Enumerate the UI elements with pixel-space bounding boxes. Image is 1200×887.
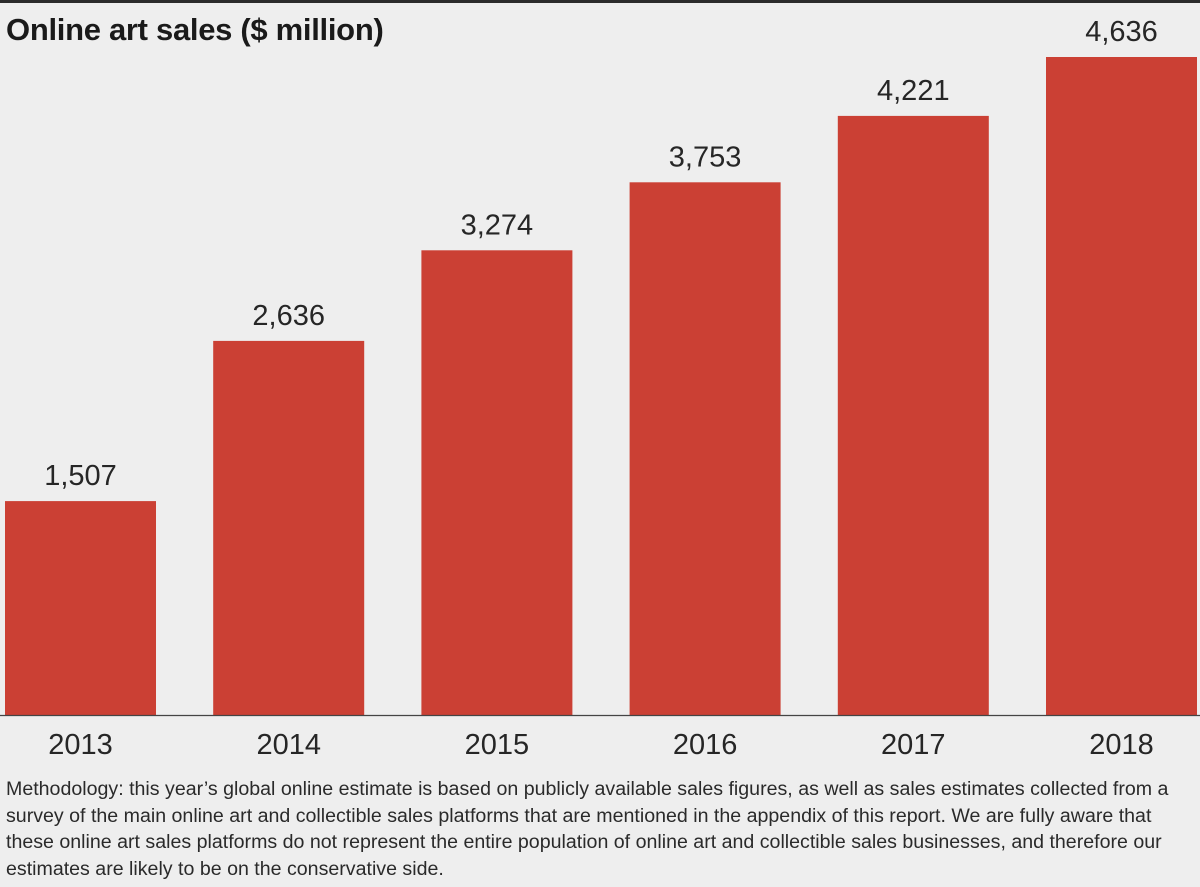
bar-2014 [213, 340, 365, 715]
top-rule [0, 0, 1200, 3]
x-tick-label-2017: 2017 [881, 729, 946, 761]
bar-2018 [1046, 57, 1197, 715]
chart-title: Online art sales ($ million) [6, 12, 384, 47]
bar-2015 [421, 250, 573, 716]
x-tick-label-2015: 2015 [465, 729, 530, 761]
methodology-note: Methodology: this year’s global online e… [6, 778, 1169, 880]
x-tick-label-2014: 2014 [256, 729, 321, 761]
x-tick-label-2018: 2018 [1089, 729, 1154, 761]
value-label-2013: 1,507 [44, 460, 117, 492]
value-label-2017: 4,221 [877, 75, 950, 107]
value-label-2014: 2,636 [252, 300, 325, 332]
value-label-2018: 4,636 [1085, 16, 1158, 48]
value-label-2016: 3,753 [669, 141, 742, 173]
x-tick-label-2016: 2016 [673, 729, 738, 761]
x-tick-label-2013: 2013 [48, 729, 113, 761]
bar-chart: 1,507 2013 2,636 2014 3,274 2015 3,753 2016 4,22… [0, 16, 1200, 761]
bar-2016 [629, 182, 781, 716]
value-label-2015: 3,274 [461, 209, 534, 241]
bar-2017 [837, 115, 989, 715]
bar-2013 [5, 501, 156, 715]
